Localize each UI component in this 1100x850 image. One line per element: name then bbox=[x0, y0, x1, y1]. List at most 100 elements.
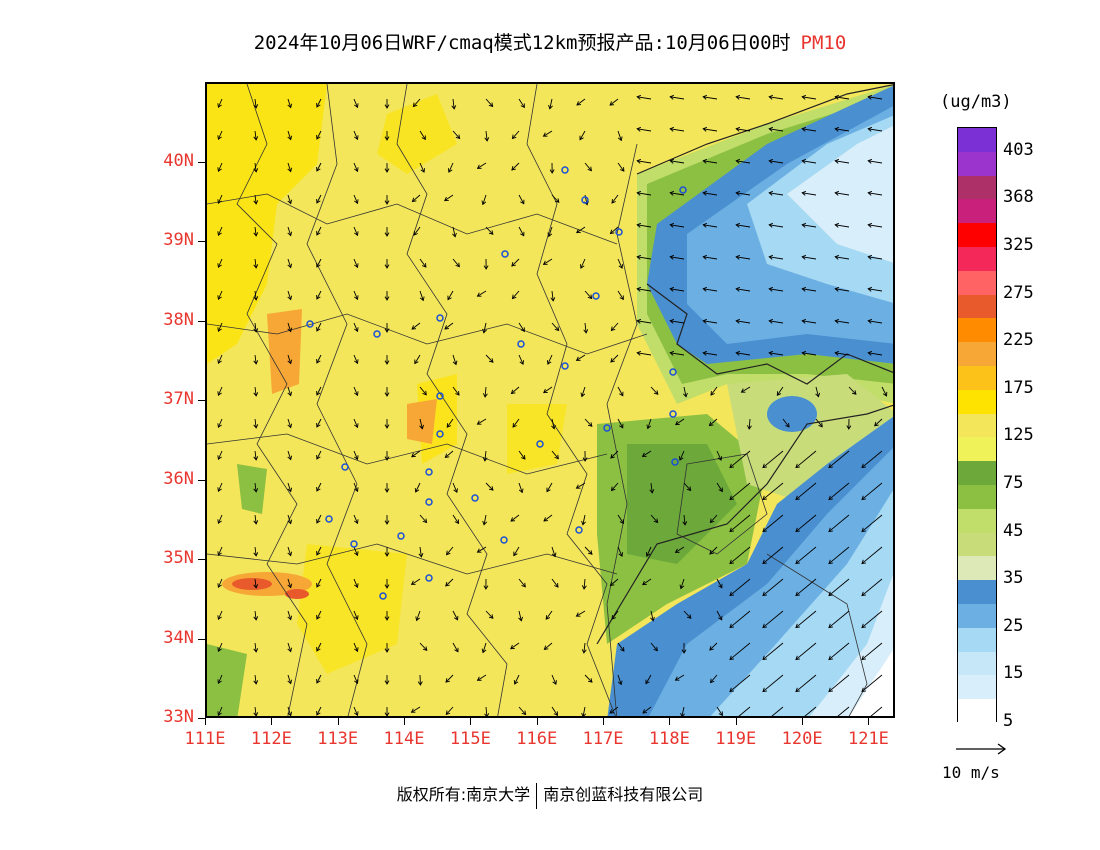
wind-vector-head bbox=[801, 158, 807, 164]
wind-vector bbox=[411, 450, 421, 458]
wind-vector bbox=[576, 610, 586, 617]
wind-vector-head bbox=[669, 222, 675, 228]
wind-vector-head bbox=[636, 190, 642, 196]
wind-vector-head bbox=[867, 94, 873, 100]
wind-vector bbox=[802, 96, 817, 100]
wind-vector-head bbox=[653, 646, 658, 652]
colorbar-segment bbox=[958, 461, 996, 485]
wind-vector-head bbox=[217, 519, 222, 525]
colorbar-segment bbox=[958, 556, 996, 581]
wind-vector bbox=[510, 514, 520, 522]
wind-vector-head bbox=[316, 646, 321, 652]
wind-vector-head bbox=[846, 425, 852, 430]
wind-vector bbox=[709, 546, 718, 555]
wind-vector-head bbox=[412, 102, 418, 108]
wind-vector-head bbox=[287, 135, 293, 141]
wind-vector bbox=[670, 288, 685, 292]
wind-vector-head bbox=[867, 350, 873, 356]
lon-label: 112E bbox=[250, 729, 292, 749]
wind-vector-head bbox=[801, 318, 807, 324]
wind-vector-head bbox=[543, 517, 549, 522]
wind-vector bbox=[419, 514, 427, 523]
wind-vector-head bbox=[316, 134, 321, 140]
wind-vector bbox=[316, 450, 322, 460]
wind-vector-head bbox=[411, 452, 416, 458]
wind-vector-head bbox=[414, 359, 419, 365]
wind-vector-head bbox=[316, 710, 321, 716]
lon-label: 116E bbox=[516, 729, 558, 749]
wind-vector bbox=[419, 418, 423, 429]
wind-vector bbox=[518, 450, 526, 460]
wind-vector-head bbox=[610, 358, 615, 363]
wind-vector-head bbox=[729, 495, 734, 501]
wind-vector bbox=[637, 192, 652, 196]
wind-vector-head bbox=[681, 649, 687, 654]
wind-vector bbox=[254, 98, 257, 108]
wind-vector-head bbox=[709, 518, 715, 524]
forecast-map bbox=[205, 82, 895, 718]
wind-vector bbox=[802, 288, 817, 292]
wind-vector-head bbox=[554, 454, 559, 460]
wind-vector-head bbox=[762, 591, 767, 597]
wind-vector-head bbox=[384, 712, 390, 716]
wind-vector bbox=[411, 322, 421, 330]
wind-vector-head bbox=[708, 421, 714, 427]
wind-vector-head bbox=[801, 350, 807, 356]
wind-vector-head bbox=[718, 615, 723, 621]
wind-vector-head bbox=[481, 648, 487, 654]
lon-label: 111E bbox=[184, 729, 226, 749]
wind-vector-head bbox=[488, 102, 494, 108]
wind-vector-head bbox=[828, 463, 833, 469]
wind-vector bbox=[287, 546, 292, 556]
wind-vector bbox=[795, 514, 817, 532]
wind-vector-head bbox=[316, 230, 321, 236]
wind-vector bbox=[353, 130, 358, 140]
wind-vector-head bbox=[217, 455, 222, 461]
wind-vector bbox=[549, 98, 553, 109]
wind-vector-head bbox=[729, 559, 734, 565]
wind-vector bbox=[583, 642, 586, 653]
wind-vector-head bbox=[444, 453, 450, 458]
wind-vector bbox=[637, 256, 652, 260]
wind-vector-head bbox=[287, 583, 293, 589]
wind-vector-head bbox=[828, 623, 833, 629]
wind-vector bbox=[254, 546, 257, 556]
wind-vector-head bbox=[253, 232, 259, 237]
wind-vector bbox=[287, 130, 292, 140]
wind-vector bbox=[452, 130, 460, 139]
wind-vector-head bbox=[253, 392, 259, 397]
wind-vector bbox=[316, 674, 322, 684]
wind-vector-head bbox=[729, 655, 734, 661]
colorbar-segment bbox=[958, 627, 996, 652]
wind-vector bbox=[617, 642, 625, 652]
wind-vector bbox=[762, 450, 784, 468]
wind-vector bbox=[828, 514, 850, 532]
colorbar-segment bbox=[958, 699, 996, 723]
wind-vector-head bbox=[747, 425, 752, 430]
wind-vector-head bbox=[867, 126, 873, 132]
wind-vector bbox=[769, 128, 784, 132]
wind-vector-head bbox=[354, 423, 359, 429]
wind-vector bbox=[576, 98, 586, 106]
colorbar-segment bbox=[958, 437, 996, 462]
city-station-marker bbox=[306, 320, 314, 328]
wind-vector-head bbox=[316, 678, 321, 684]
wind-vector-head bbox=[587, 294, 593, 300]
wind-vector-head bbox=[287, 391, 293, 397]
wind-vector-head bbox=[768, 158, 774, 164]
wind-vector-head bbox=[669, 158, 675, 164]
city-station-marker bbox=[436, 314, 444, 322]
wind-vector bbox=[835, 352, 850, 356]
wind-vector-head bbox=[253, 456, 259, 461]
wind-vector-head bbox=[482, 393, 488, 398]
wind-vector bbox=[710, 674, 718, 683]
wind-vector-head bbox=[795, 495, 800, 501]
city-station-marker bbox=[561, 362, 569, 370]
wind-vector-head bbox=[834, 158, 840, 164]
colorbar-label: 125 bbox=[1003, 425, 1034, 446]
wind-vector-head bbox=[455, 390, 460, 396]
wind-vector-head bbox=[619, 519, 624, 525]
wind-vector-head bbox=[253, 552, 259, 557]
wind-vector bbox=[670, 352, 685, 356]
wind-vector-head bbox=[452, 232, 457, 238]
